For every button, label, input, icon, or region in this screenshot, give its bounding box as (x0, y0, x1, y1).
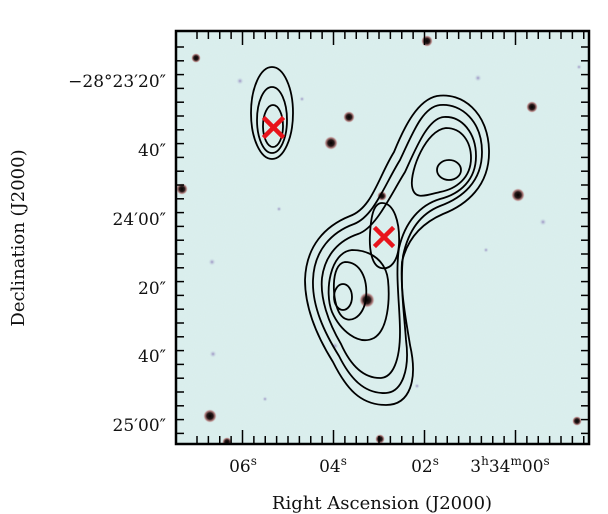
source-b-marker (372, 225, 396, 249)
dec-tick-label-1: −28°23′20″ (68, 72, 166, 92)
contour-north-3 (262, 104, 284, 148)
ra-tick-label-02s: 02s (411, 454, 439, 477)
source-a-marker (261, 115, 286, 140)
contour-main-5 (368, 202, 400, 270)
field-stars (176, 35, 582, 444)
contour-main-2 (312, 104, 483, 394)
dec-tick-labels: −28°23′20″ 40″ 24′00″ 20″ 40″ 25′00″ (68, 72, 166, 436)
plot-frame (174, 29, 591, 446)
contour-main-6 (327, 249, 390, 341)
contour-peak-sw (333, 283, 353, 311)
contour-main-3 (320, 116, 477, 379)
contour-main-7 (332, 261, 368, 321)
x-axis-label: Right Ascension (J2000) (272, 493, 492, 514)
dec-tick-label-4: 20″ (138, 279, 166, 299)
contour-main-1 (304, 94, 490, 406)
dec-tick-label-2: 40″ (138, 141, 166, 161)
axis-ticks (176, 31, 589, 444)
ra-tick-label-04s: 04s (319, 454, 347, 477)
source-markers (261, 115, 396, 249)
ra-tick-label-06s: 06s (229, 454, 257, 477)
contour-peak-ne (436, 159, 462, 181)
dec-tick-label-6: 25′00″ (113, 416, 166, 436)
dec-tick-label-3: 24′00″ (113, 210, 166, 230)
contour-north-1 (250, 66, 294, 160)
ra-tick-label-3h34m00s: 3h34m00s (470, 454, 549, 477)
ra-tick-labels: 06s 04s 02s 3h34m00s (229, 454, 550, 477)
y-axis-label: Declination (J2000) (8, 149, 29, 326)
contour-north-2 (256, 86, 288, 154)
radio-contours (250, 66, 490, 406)
contour-main-4 (411, 127, 472, 197)
dec-tick-label-5: 40″ (138, 347, 166, 367)
